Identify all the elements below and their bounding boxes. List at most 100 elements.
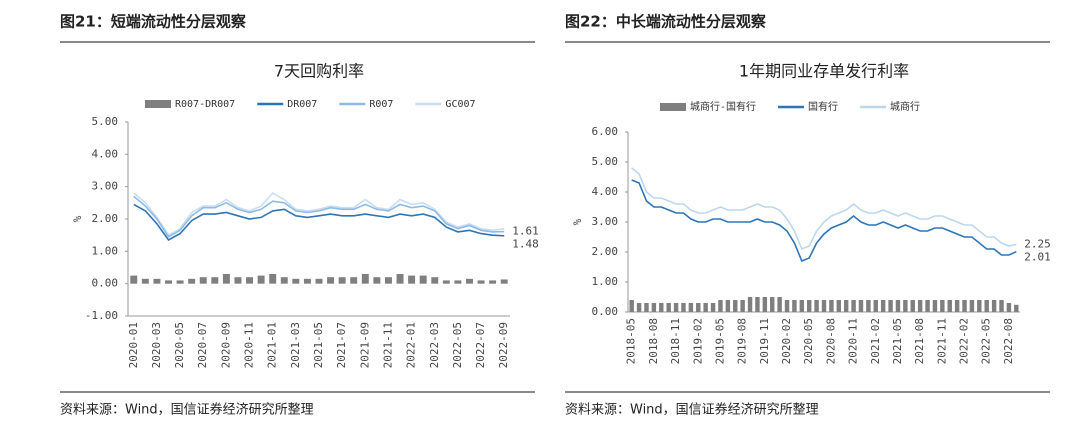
- bar: [903, 300, 908, 312]
- bar: [350, 277, 358, 284]
- bar: [141, 278, 149, 284]
- y-tick-label: 5.00: [92, 115, 119, 128]
- bar: [269, 273, 277, 284]
- x-tick-label: 2020-11: [847, 318, 860, 364]
- bar: [489, 280, 497, 284]
- y-tick-label: 1.00: [92, 244, 119, 257]
- bar: [725, 300, 731, 312]
- bar: [836, 300, 842, 312]
- bar: [799, 300, 805, 312]
- bar: [991, 300, 997, 312]
- line-series: [631, 167, 1017, 251]
- end-value-label: 2.01: [1024, 251, 1051, 264]
- bar: [361, 273, 369, 284]
- bar: [880, 300, 886, 312]
- legend-label: 城商行-国有行: [690, 100, 756, 113]
- line-series: [631, 179, 1017, 263]
- y-tick-label: 5.00: [592, 155, 619, 168]
- bar: [644, 303, 649, 312]
- x-tick-label: 2021-02: [869, 318, 882, 364]
- x-tick-label: 2021-07: [335, 322, 348, 368]
- x-tick-label: 2022-01: [405, 322, 418, 368]
- x-tick-label: 2019-08: [736, 318, 749, 364]
- bar: [814, 300, 819, 312]
- bar: [829, 300, 834, 312]
- bar: [500, 279, 508, 284]
- bar: [477, 280, 485, 284]
- bar: [784, 300, 790, 312]
- bar: [666, 303, 671, 312]
- legend-label: R007-DR007: [175, 99, 235, 110]
- x-tick-label: 2021-05: [891, 318, 904, 364]
- source-note: 资料来源：Wind，国信证券经济研究所整理: [565, 402, 819, 418]
- bar: [947, 300, 952, 312]
- x-tick-label: 2019-05: [713, 318, 726, 364]
- x-tick-label: 2018-08: [647, 318, 660, 364]
- y-axis-label: %: [571, 218, 584, 225]
- bar: [153, 278, 161, 284]
- x-tick-label: 2022-02: [958, 318, 971, 364]
- bar: [740, 300, 745, 312]
- bar: [851, 300, 856, 312]
- bar: [762, 297, 768, 312]
- bar: [718, 300, 723, 312]
- end-value-label: 2.25: [1024, 238, 1051, 251]
- bar: [280, 277, 288, 284]
- bar: [222, 273, 230, 284]
- y-tick-label: 0.00: [592, 305, 619, 318]
- x-tick-label: 2021-03: [289, 322, 302, 368]
- bar: [1006, 303, 1012, 312]
- bar: [651, 303, 657, 312]
- bar: [770, 297, 775, 312]
- bar: [629, 300, 634, 312]
- bar: [176, 280, 184, 284]
- x-tick-label: 2021-05: [312, 322, 325, 368]
- x-tick-label: 2022-05: [980, 318, 993, 364]
- bar: [895, 300, 901, 312]
- bar: [419, 275, 427, 284]
- x-tick-label: 2020-09: [219, 322, 232, 368]
- bar: [130, 275, 138, 284]
- legend-label: GC007: [445, 99, 475, 110]
- bar: [338, 277, 346, 284]
- bar: [977, 300, 982, 312]
- x-tick-label: 2021-09: [358, 322, 371, 368]
- legend-label: 城商行: [890, 100, 920, 113]
- x-tick-label: 2022-09: [497, 322, 510, 368]
- bar: [165, 280, 172, 284]
- y-tick-label: 2.00: [92, 212, 119, 225]
- line-series: [133, 192, 505, 237]
- y-tick-label: 1.00: [592, 275, 619, 288]
- bar: [843, 300, 849, 312]
- bar: [688, 303, 694, 312]
- legend-label: 国有行: [808, 100, 838, 113]
- bar: [932, 300, 938, 312]
- bar: [454, 280, 462, 284]
- bar: [408, 275, 416, 284]
- x-tick-label: 2022-03: [428, 322, 441, 368]
- y-tick-label: 3.00: [92, 180, 119, 193]
- x-tick-label: 2020-11: [243, 322, 256, 368]
- bar: [999, 300, 1004, 312]
- end-value-label: 1.61: [512, 225, 539, 238]
- bar: [659, 303, 664, 312]
- source-note: 资料来源：Wind，国信证券经济研究所整理: [60, 402, 314, 418]
- bar: [442, 280, 450, 284]
- bar: [917, 300, 923, 312]
- bar: [292, 278, 300, 284]
- x-tick-label: 2022-05: [451, 322, 464, 368]
- x-tick-label: 2020-08: [824, 318, 837, 364]
- x-tick-label: 2022-08: [1002, 318, 1015, 364]
- bar: [466, 278, 473, 284]
- legend-swatch: [145, 100, 171, 108]
- x-tick-label: 2019-02: [691, 318, 704, 364]
- bar: [888, 300, 893, 312]
- y-tick-label: -1.00: [85, 309, 118, 322]
- bar: [710, 303, 716, 312]
- bar: [969, 300, 975, 312]
- chart-title: 1年期同业存单发行利率: [739, 62, 909, 81]
- legend-label: DR007: [287, 99, 317, 110]
- x-tick-label: 2020-01: [127, 322, 140, 368]
- bar: [431, 277, 439, 284]
